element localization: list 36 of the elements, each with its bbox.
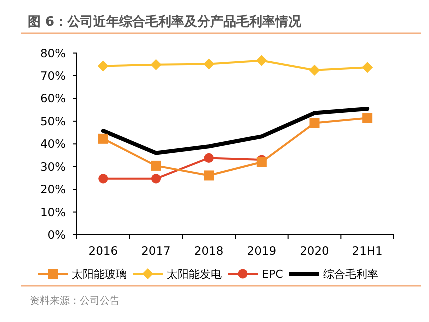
x-tick-label: 21H1 bbox=[352, 244, 383, 258]
point bbox=[309, 64, 320, 76]
legend-label: 太阳能发电 bbox=[167, 268, 222, 281]
point bbox=[150, 59, 162, 70]
point bbox=[204, 153, 214, 164]
text: 资料来源：公司公告 bbox=[30, 295, 120, 307]
y-tick-label: 70% bbox=[40, 69, 66, 84]
y-tick-label: 50% bbox=[40, 114, 66, 128]
point bbox=[151, 160, 162, 171]
legend-label: EPC bbox=[262, 268, 284, 281]
x-tick-label: 2016 bbox=[88, 244, 118, 258]
point bbox=[256, 157, 267, 168]
x-tick-label: 2019 bbox=[247, 244, 277, 258]
point bbox=[204, 170, 214, 181]
point bbox=[362, 62, 374, 74]
x-tick-label: 2018 bbox=[194, 244, 224, 258]
y-tick-label: 30% bbox=[40, 160, 66, 174]
point bbox=[362, 113, 373, 124]
point bbox=[204, 58, 215, 70]
point bbox=[256, 55, 268, 66]
y-tick-label: 10% bbox=[40, 205, 66, 220]
y-tick-label: 80% bbox=[40, 46, 66, 60]
legend-label: 太阳能玻璃 bbox=[72, 268, 127, 281]
chart-title: 图 6：公司近年综合毛利率及分产品毛利率情况 bbox=[28, 14, 303, 30]
point bbox=[310, 118, 320, 128]
point bbox=[98, 174, 108, 184]
point bbox=[98, 60, 109, 72]
y-tick-label: 20% bbox=[40, 182, 66, 197]
y-tick-label: 0% bbox=[48, 228, 66, 242]
legend-label: 综合毛利率 bbox=[323, 268, 378, 281]
y-tick-label: 60% bbox=[40, 92, 66, 106]
x-tick-label: 2017 bbox=[142, 244, 171, 258]
point bbox=[151, 174, 162, 184]
point bbox=[98, 134, 108, 144]
y-tick-label: 40% bbox=[40, 137, 66, 152]
x-tick-label: 2020 bbox=[300, 244, 330, 258]
